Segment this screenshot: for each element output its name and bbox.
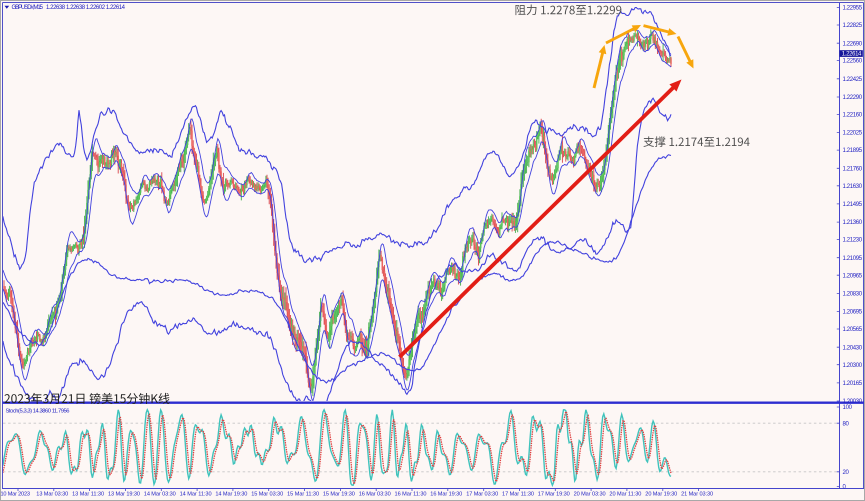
svg-text:1.20300: 1.20300 [843,363,863,369]
svg-text:80: 80 [843,421,850,427]
svg-text:20: 20 [843,470,850,476]
svg-text:1.22690: 1.22690 [843,41,863,47]
svg-text:1.22955: 1.22955 [843,6,863,12]
svg-text:1.22425: 1.22425 [843,77,863,83]
svg-text:1.22290: 1.22290 [843,95,863,101]
svg-text:0: 0 [843,485,847,491]
svg-text:1.21360: 1.21360 [843,220,863,226]
svg-text:14 Mar 03:30: 14 Mar 03:30 [144,491,176,497]
svg-text:1.21760: 1.21760 [843,166,863,172]
svg-text:13 Mar 03:30: 13 Mar 03:30 [36,491,68,497]
svg-text:1.22560: 1.22560 [843,59,863,65]
svg-text:20 Mar 19:30: 20 Mar 19:30 [645,491,677,497]
svg-text:1.20695: 1.20695 [843,310,863,316]
svg-text:16 Mar 03:30: 16 Mar 03:30 [359,491,391,497]
svg-text:13 Mar 11:30: 13 Mar 11:30 [72,491,104,497]
svg-text:1.22160: 1.22160 [843,113,863,119]
svg-text:14 Mar 11:30: 14 Mar 11:30 [180,491,212,497]
svg-text:15 Mar 03:30: 15 Mar 03:30 [251,491,283,497]
svg-text:1.20565: 1.20565 [843,327,863,333]
svg-text:16 Mar 19:30: 16 Mar 19:30 [430,491,462,497]
svg-text:1.20030: 1.20030 [843,399,863,405]
svg-text:1.20830: 1.20830 [843,292,863,298]
svg-text:GBPUSD#,M15: GBPUSD#,M15 [12,5,44,11]
svg-text:17 Mar 11:30: 17 Mar 11:30 [502,491,534,497]
svg-text:1.20165: 1.20165 [843,381,863,387]
svg-text:1.21630: 1.21630 [843,184,863,190]
svg-text:17 Mar 19:30: 17 Mar 19:30 [538,491,570,497]
svg-text:Stoch(5,3,3) 14.3860 11.7956: Stoch(5,3,3) 14.3860 11.7956 [6,408,70,414]
svg-text:20 Mar 03:30: 20 Mar 03:30 [574,491,606,497]
svg-text:1.21895: 1.21895 [843,148,863,154]
svg-text:1.21230: 1.21230 [843,238,863,244]
svg-text:17 Mar 03:30: 17 Mar 03:30 [466,491,498,497]
svg-text:13 Mar 19:30: 13 Mar 19:30 [108,491,140,497]
svg-text:1.22825: 1.22825 [843,23,863,29]
svg-text:1.20430: 1.20430 [843,345,863,351]
svg-text:1.20965: 1.20965 [843,273,863,279]
svg-text:14 Mar 19:30: 14 Mar 19:30 [215,491,247,497]
svg-text:21 Mar 03:30: 21 Mar 03:30 [681,491,713,497]
svg-text:1.21495: 1.21495 [843,202,863,208]
svg-text:16 Mar 11:30: 16 Mar 11:30 [395,491,427,497]
svg-text:1.21095: 1.21095 [843,256,863,262]
svg-text:20 Mar 11:30: 20 Mar 11:30 [609,491,641,497]
svg-text:15 Mar 19:30: 15 Mar 19:30 [323,491,355,497]
svg-text:1.22614: 1.22614 [842,52,862,58]
svg-text:15 Mar 11:30: 15 Mar 11:30 [287,491,319,497]
svg-text:10 Mar 2023: 10 Mar 2023 [1,491,31,497]
svg-text:1.22025: 1.22025 [843,131,863,137]
svg-text:100: 100 [843,405,853,411]
svg-text:1.22638 1.22638 1.22602 1.2261: 1.22638 1.22638 1.22602 1.22614 [46,5,126,11]
